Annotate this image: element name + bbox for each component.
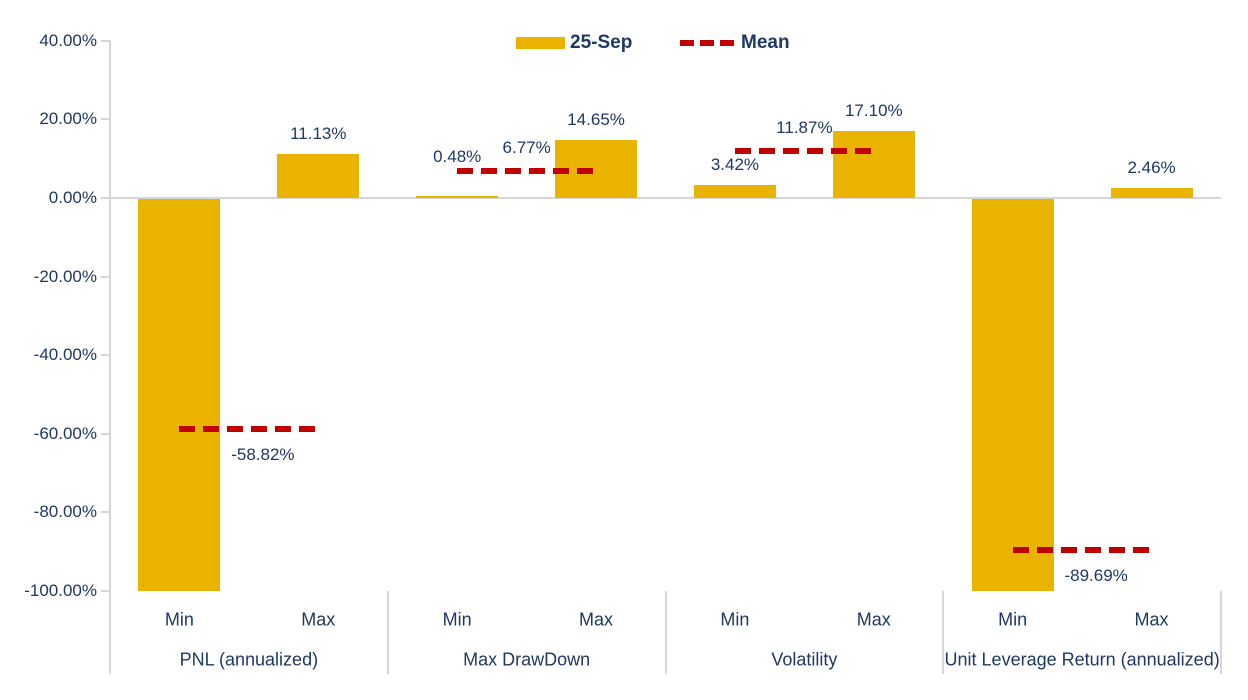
y-tick-mark [101, 118, 110, 121]
mean-dashed-line [734, 148, 874, 155]
group-label: Volatility [771, 649, 838, 670]
y-tick-mark [101, 197, 110, 199]
y-axis-line [109, 41, 111, 591]
category-label: Min [164, 609, 194, 630]
category-label: Max [856, 609, 891, 630]
group-separator [664, 591, 667, 674]
group-separator [942, 591, 945, 674]
bar-max [277, 154, 360, 198]
y-tick-mark [101, 39, 110, 42]
mean-value-label: 11.87% [776, 118, 833, 138]
bar-min [971, 199, 1054, 591]
group-label: PNL (annualized) [179, 649, 319, 670]
category-label: Max [301, 609, 336, 630]
category-label: Min [998, 609, 1028, 630]
group-label: Max DrawDown [463, 649, 591, 670]
y-tick-mark [101, 432, 110, 435]
y-tick-mark [101, 354, 110, 357]
y-tick-mark [101, 511, 110, 514]
mean-value-label: -58.82% [231, 445, 295, 465]
y-tick-label: -40.00% [33, 345, 97, 365]
category-label: Min [720, 609, 750, 630]
y-tick-label: -100.00% [24, 581, 97, 600]
bar-value-label: 14.65% [567, 110, 625, 130]
category-label: Min [442, 609, 472, 630]
bar-max [1110, 188, 1193, 198]
category-label: Max [579, 609, 614, 630]
bar-value-label: 3.42% [710, 154, 760, 174]
mean-value-label: 6.77% [502, 138, 551, 158]
y-tick-label: 40.00% [39, 30, 97, 50]
mean-dashed-line [1012, 547, 1152, 554]
mean-value-label: -89.69% [1064, 566, 1128, 586]
bar-value-label: 11.13% [290, 124, 347, 144]
y-tick-label: -20.00% [33, 266, 97, 286]
mean-dashed-line [457, 168, 597, 175]
bar-value-label: 2.46% [1127, 158, 1176, 178]
y-tick-label: 0.00% [48, 188, 97, 207]
bar-value-label: 0.48% [433, 146, 482, 166]
bar-min [693, 184, 776, 198]
y-tick-label: 20.00% [39, 109, 97, 129]
group-separator [109, 591, 111, 674]
group-label: Unit Leverage Return (annualized) [944, 649, 1220, 670]
bar-min [138, 199, 221, 591]
y-tick-mark [101, 275, 110, 278]
group-separator [1220, 591, 1222, 674]
category-label: Max [1134, 609, 1169, 630]
bar-value-label: 17.10% [844, 100, 903, 120]
y-tick-label: -80.00% [33, 502, 97, 522]
bar-max [832, 130, 915, 198]
bar-min [416, 196, 499, 198]
y-tick-mark [101, 590, 110, 592]
y-tick-label: -60.00% [33, 423, 97, 443]
mean-dashed-line [179, 426, 319, 433]
group-separator [386, 591, 389, 674]
zero-line [110, 197, 1221, 199]
